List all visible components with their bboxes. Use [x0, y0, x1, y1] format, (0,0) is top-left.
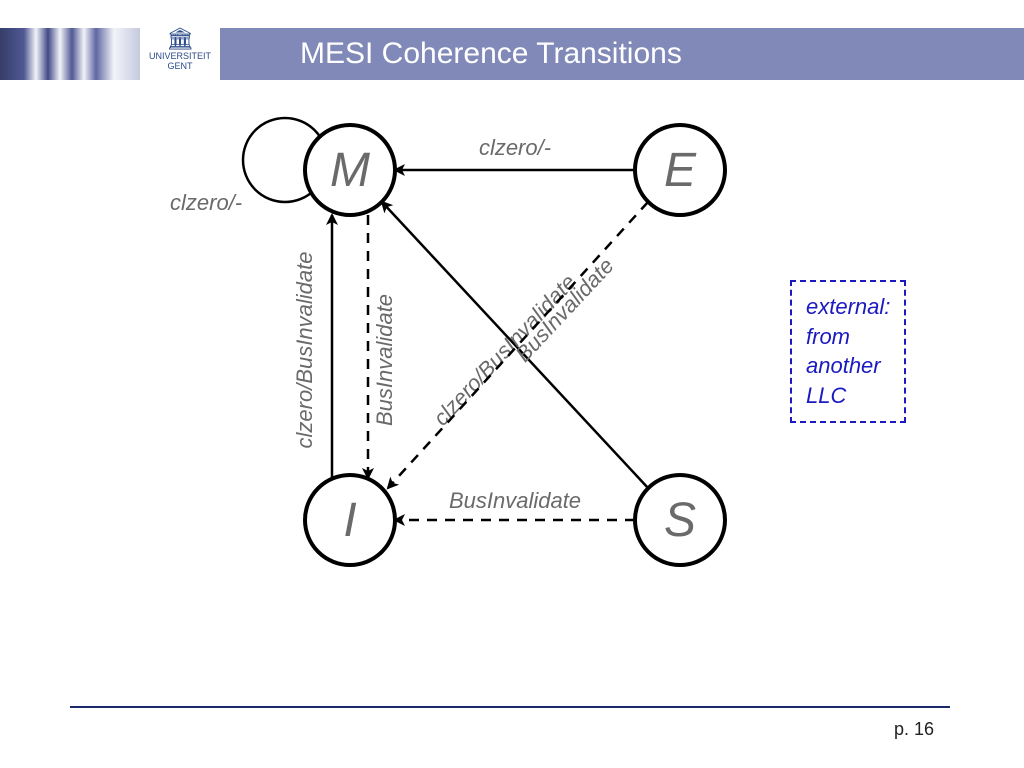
footer-divider	[70, 706, 950, 708]
legend-box: external:fromanotherLLC	[790, 280, 906, 423]
edge-label-S-M: clzero/BusInvalidate	[428, 269, 581, 430]
edge-label-M-I: BusInvalidate	[372, 294, 397, 426]
logo-text: UNIVERSITEIT GENT	[140, 52, 220, 72]
edge-label-S-I: BusInvalidate	[449, 488, 581, 513]
legend-line: another	[806, 351, 890, 381]
logo-icon: 🏛	[166, 28, 194, 50]
edge-label-E-M: clzero/-	[479, 135, 551, 160]
legend-line: from	[806, 322, 890, 352]
state-label-S: S	[664, 494, 696, 547]
edge-label-I-M: clzero/BusInvalidate	[292, 252, 317, 449]
header-bar: 🏛 UNIVERSITEIT GENT MESI Coherence Trans…	[0, 28, 1024, 80]
state-label-E: E	[664, 144, 697, 197]
legend-line: LLC	[806, 381, 890, 411]
page-number: p. 16	[894, 719, 934, 740]
legend-line: external:	[806, 292, 890, 322]
slide-title: MESI Coherence Transitions	[300, 28, 682, 80]
self-loop-label: clzero/-	[170, 190, 242, 215]
state-label-M: M	[330, 144, 370, 197]
state-label-I: I	[343, 494, 356, 547]
university-logo: 🏛 UNIVERSITEIT GENT	[140, 20, 220, 80]
